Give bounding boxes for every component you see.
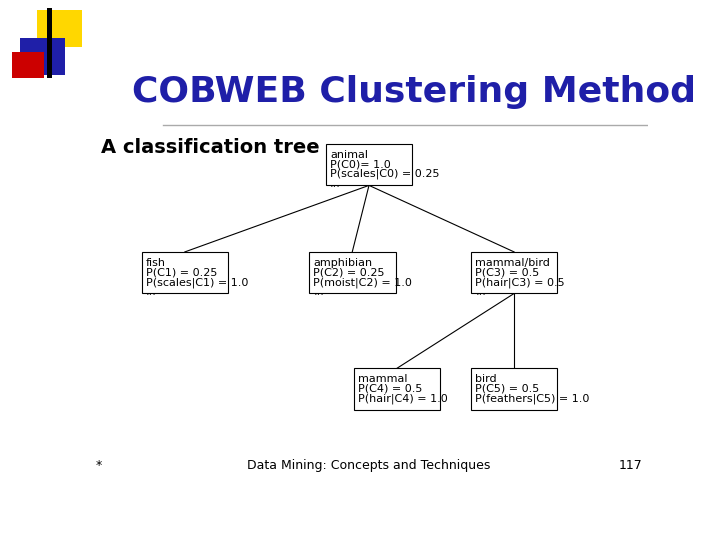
FancyBboxPatch shape — [471, 368, 557, 410]
Text: ...: ... — [475, 403, 486, 413]
Text: ...: ... — [358, 403, 369, 413]
Text: P(feathers|C5) = 1.0: P(feathers|C5) = 1.0 — [475, 394, 590, 404]
FancyBboxPatch shape — [325, 144, 413, 185]
FancyBboxPatch shape — [142, 252, 228, 294]
Text: fish: fish — [146, 258, 166, 268]
Text: P(moist|C2) = 1.0: P(moist|C2) = 1.0 — [313, 277, 413, 288]
Text: A classification tree: A classification tree — [101, 138, 320, 158]
Text: P(C1) = 0.25: P(C1) = 0.25 — [146, 267, 217, 278]
Text: Data Mining: Concepts and Techniques: Data Mining: Concepts and Techniques — [247, 460, 491, 472]
Text: bird: bird — [475, 374, 497, 384]
Text: amphibian: amphibian — [313, 258, 373, 268]
Text: ...: ... — [330, 179, 341, 188]
Text: P(scales|C1) = 1.0: P(scales|C1) = 1.0 — [146, 277, 248, 288]
Text: P(C5) = 0.5: P(C5) = 0.5 — [475, 384, 539, 394]
Text: mammal: mammal — [358, 374, 408, 384]
Text: mammal/bird: mammal/bird — [475, 258, 550, 268]
Bar — [12, 52, 45, 78]
Text: P(hair|C4) = 1.0: P(hair|C4) = 1.0 — [358, 394, 448, 404]
Text: P(C0)= 1.0: P(C0)= 1.0 — [330, 159, 391, 170]
Text: ...: ... — [146, 287, 157, 297]
Text: *: * — [96, 460, 102, 472]
FancyBboxPatch shape — [309, 252, 395, 294]
Text: P(C3) = 0.5: P(C3) = 0.5 — [475, 267, 539, 278]
Text: P(scales|C0) = 0.25: P(scales|C0) = 0.25 — [330, 169, 440, 179]
Text: ...: ... — [313, 287, 324, 297]
Text: P(C2) = 0.25: P(C2) = 0.25 — [313, 267, 385, 278]
Text: COBWEB Clustering Method: COBWEB Clustering Method — [132, 75, 696, 109]
Text: ...: ... — [475, 287, 486, 297]
Text: P(hair|C3) = 0.5: P(hair|C3) = 0.5 — [475, 277, 565, 288]
Bar — [47, 8, 52, 78]
FancyBboxPatch shape — [354, 368, 440, 410]
FancyBboxPatch shape — [471, 252, 557, 294]
Bar — [20, 38, 65, 75]
Text: P(C4) = 0.5: P(C4) = 0.5 — [358, 384, 423, 394]
Bar — [37, 10, 82, 47]
Text: 117: 117 — [618, 460, 642, 472]
Text: animal: animal — [330, 150, 368, 160]
